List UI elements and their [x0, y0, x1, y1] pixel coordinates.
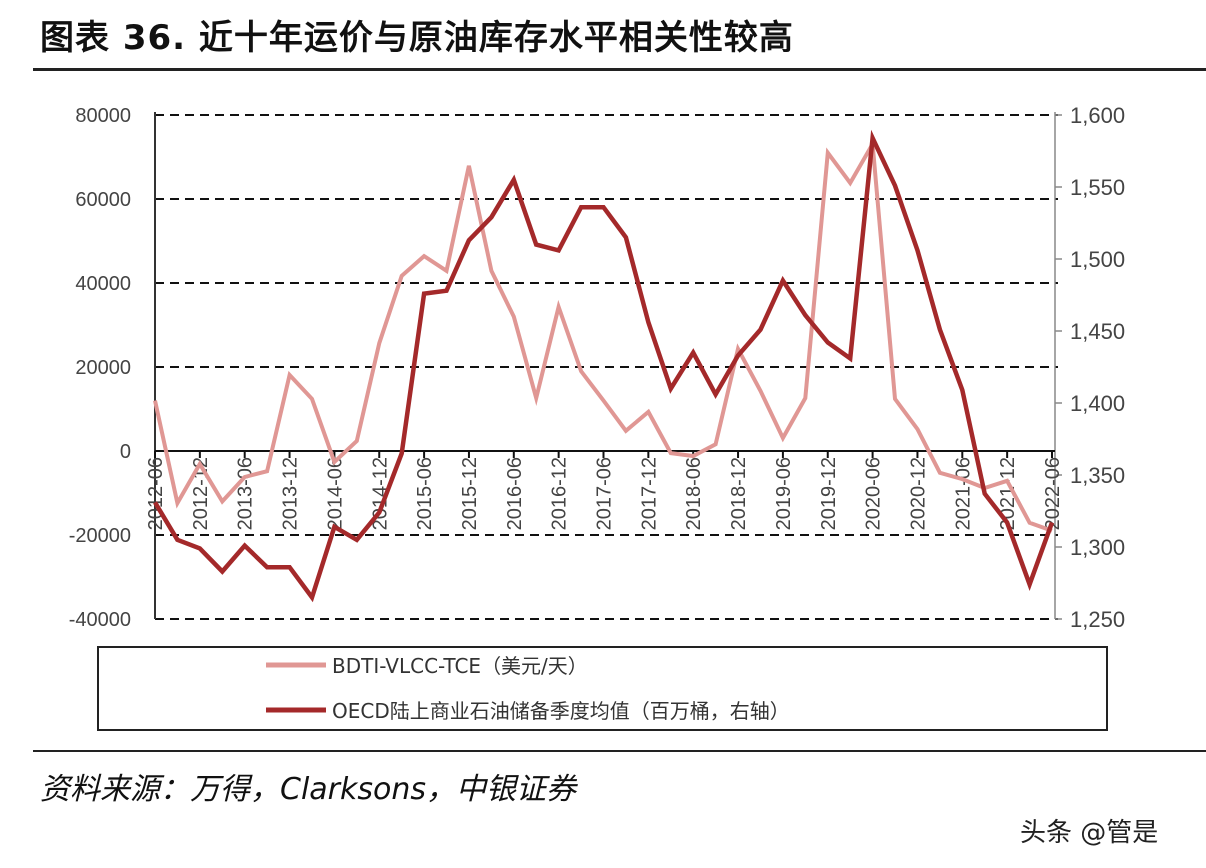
x-tick-label: 2020-06 — [863, 457, 885, 530]
legend-box — [97, 646, 1108, 731]
x-tick-label: 2015-06 — [414, 457, 436, 530]
axes — [154, 112, 1062, 620]
x-tick-label: 2015-12 — [459, 457, 481, 530]
left-tick-label: -20000 — [69, 525, 131, 547]
x-tick-label: 2019-12 — [818, 457, 840, 530]
x-tick-label: 2016-06 — [504, 457, 526, 530]
series-lines — [153, 129, 1055, 603]
legend-label-bdti: BDTI-VLCC-TCE（美元/天） — [332, 654, 588, 678]
right-tick-label: 1,400 — [1070, 391, 1125, 416]
x-tick-label: 2017-06 — [594, 457, 616, 530]
x-tick-label: 2021-12 — [997, 457, 1019, 530]
legend-label-oecd: OECD陆上商业石油储备季度均值（百万桶，右轴） — [332, 699, 790, 723]
left-tick-label: 80000 — [75, 105, 131, 127]
x-tick-label: 2013-06 — [235, 457, 257, 530]
x-tick-label: 2020-12 — [907, 457, 929, 530]
watermark: 头条 @管是 — [1020, 818, 1159, 848]
x-tick-label: 2014-06 — [324, 457, 346, 530]
gridlines — [155, 114, 1058, 620]
x-tick-label: 2019-06 — [773, 457, 795, 530]
x-tick-label: 2018-12 — [728, 457, 750, 530]
x-tick-label: 2017-12 — [638, 457, 660, 530]
x-tick-labels: 2012-06 2012-12 2013-06 2013-12 2014-06 2014-… — [145, 457, 1064, 530]
left-tick-label: 60000 — [75, 189, 131, 211]
left-tick-label: -40000 — [69, 609, 131, 631]
chart-title: 图表 36. 近十年运价与原油库存水平相关性较高 — [40, 18, 794, 58]
x-tick-label: 2021-06 — [952, 457, 974, 530]
right-tick-label: 1,350 — [1070, 463, 1125, 488]
source-divider — [33, 750, 1206, 752]
x-tick-label: 2016-12 — [549, 457, 571, 530]
right-tick-label: 1,500 — [1070, 247, 1125, 272]
x-tick-label: 2022-06 — [1042, 457, 1064, 530]
right-tick-label: 1,250 — [1070, 607, 1125, 632]
right-tick-label: 1,550 — [1070, 175, 1125, 200]
right-tick-label: 1,600 — [1070, 103, 1125, 128]
right-tick-label: 1,450 — [1070, 319, 1125, 344]
source-note: 资料来源：万得，Clarksons，中银证券 — [40, 772, 577, 807]
right-y-tick-labels: 1,600 1,550 1,500 1,450 1,400 1,350 1,300 1,250 — [1070, 103, 1125, 632]
left-tick-label: 20000 — [75, 357, 131, 379]
left-tick-label: 0 — [120, 441, 131, 463]
title-divider — [33, 68, 1206, 71]
x-tick-label: 2014-12 — [369, 457, 391, 530]
left-tick-label: 40000 — [75, 273, 131, 295]
x-tick-label: 2013-12 — [280, 457, 302, 530]
left-y-tick-labels: 80000 60000 40000 20000 0 -20000 -40000 — [69, 105, 131, 631]
right-tick-label: 1,300 — [1070, 535, 1125, 560]
legend: BDTI-VLCC-TCE（美元/天） OECD陆上商业石油储备季度均值（百万桶… — [97, 646, 1108, 731]
x-tick-label: 2018-06 — [683, 457, 705, 530]
